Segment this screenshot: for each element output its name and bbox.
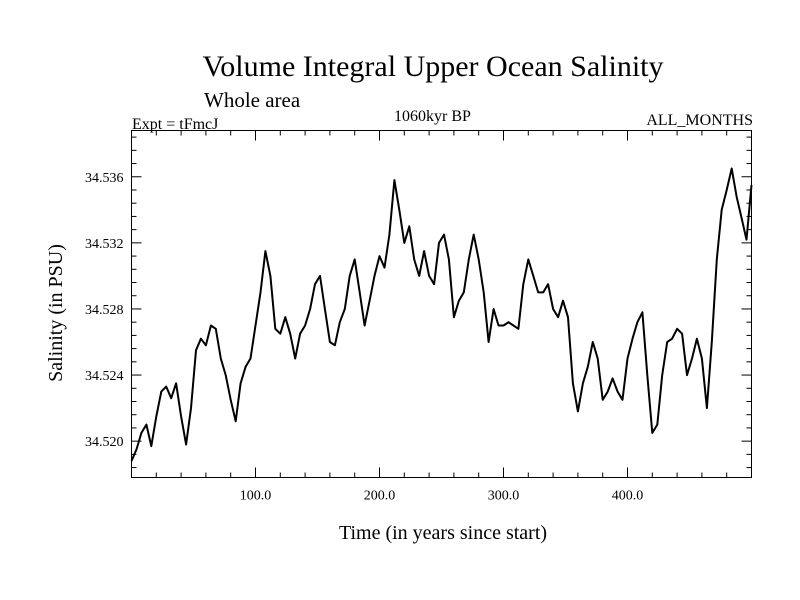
period-label: 1060kyr BP [394, 108, 471, 125]
months-label: ALL_MONTHS [646, 112, 753, 129]
y-tick-label: 34.528 [85, 303, 124, 318]
salinity-series-line [130, 167, 753, 462]
x-tick-label: 300.0 [488, 489, 520, 504]
y-tick-label: 34.524 [85, 369, 124, 384]
x-axis-label: Time (in years since start) [339, 522, 547, 544]
chart-subtitle: Whole area [204, 88, 301, 112]
x-tick-label: 400.0 [612, 489, 644, 504]
axis-tick-labels: 100.0 200.0 300.0 400.0 34.520 34.524 34.528 34… [85, 171, 643, 504]
y-axis-label: Salinity (in PSU) [45, 244, 67, 382]
chart-title: Volume Integral Upper Ocean Salinity [202, 50, 664, 83]
y-tick-label: 34.520 [85, 435, 124, 450]
plot-frame [131, 130, 752, 478]
axis-ticks [131, 130, 752, 478]
experiment-label: Expt = tFmcJ [132, 116, 219, 133]
y-tick-label: 34.536 [85, 171, 124, 186]
y-tick-label: 34.532 [85, 237, 124, 252]
x-tick-label: 100.0 [240, 489, 272, 504]
x-tick-label: 200.0 [364, 489, 396, 504]
